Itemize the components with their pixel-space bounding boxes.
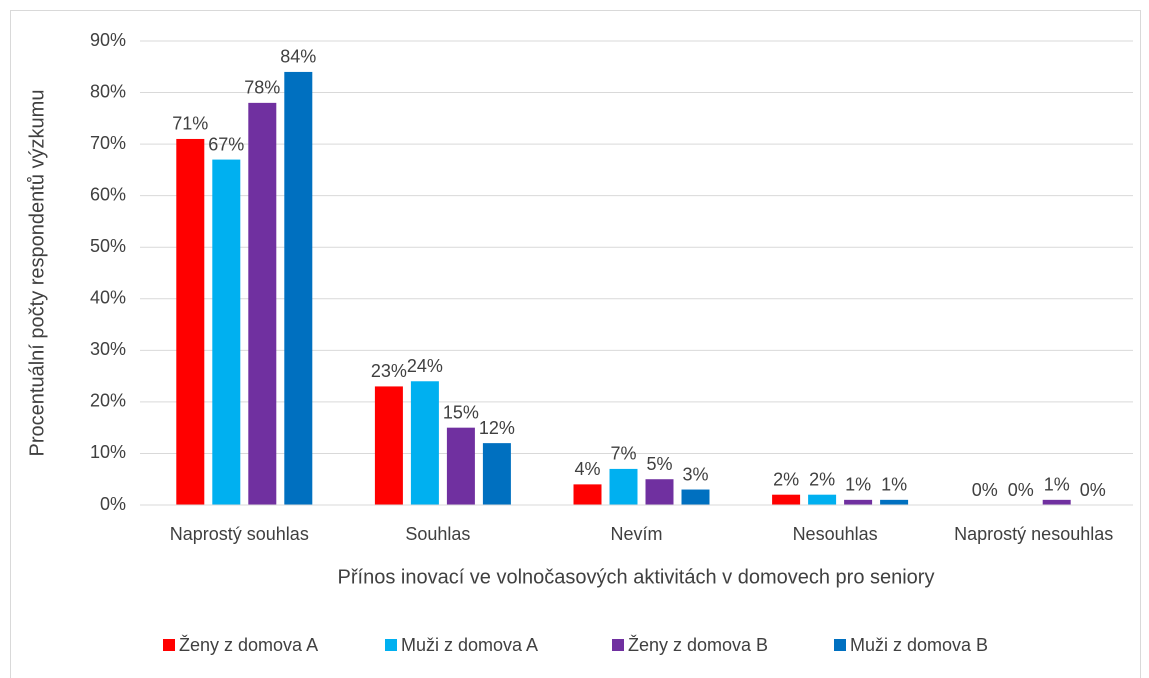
data-label: 5% — [646, 454, 672, 474]
legend-swatch — [834, 639, 846, 651]
legend-swatch — [385, 639, 397, 651]
y-tick-label: 60% — [90, 184, 126, 204]
data-label: 2% — [809, 469, 835, 489]
y-axis-title: Procentuální počty respondentů výzkumu — [26, 90, 48, 457]
legend-label: Ženy z domova A — [179, 635, 318, 655]
bar — [176, 138, 205, 505]
data-label: 84% — [280, 47, 316, 67]
bar — [374, 386, 403, 505]
data-label: 0% — [1008, 480, 1034, 500]
bar — [808, 494, 837, 505]
bar — [681, 489, 710, 505]
x-tick-label: Naprostý souhlas — [170, 524, 309, 544]
legend-swatch — [163, 639, 175, 651]
y-tick-label: 20% — [90, 391, 126, 411]
x-tick-label: Nevím — [610, 524, 662, 544]
bar — [284, 71, 313, 505]
legend-label: Muži z domova A — [401, 635, 538, 655]
data-label: 4% — [574, 459, 600, 479]
data-label: 12% — [479, 418, 515, 438]
x-tick-label: Souhlas — [405, 524, 470, 544]
data-label: 71% — [172, 114, 208, 134]
bar — [609, 468, 638, 505]
data-label: 1% — [1044, 475, 1070, 495]
data-label: 23% — [371, 361, 407, 381]
data-label: 15% — [443, 402, 479, 422]
data-label: 3% — [682, 464, 708, 484]
y-tick-label: 30% — [90, 339, 126, 359]
data-label: 67% — [208, 134, 244, 154]
data-label: 0% — [1080, 480, 1106, 500]
data-label: 1% — [881, 475, 907, 495]
bar — [410, 381, 439, 505]
data-label: 78% — [244, 78, 280, 98]
bar — [248, 102, 277, 505]
y-tick-label: 10% — [90, 442, 126, 462]
chart-frame — [10, 10, 1141, 678]
data-label: 7% — [610, 444, 636, 464]
bar — [446, 427, 475, 505]
legend-label: Muži z domova B — [850, 635, 988, 655]
y-tick-label: 0% — [100, 494, 126, 514]
y-tick-label: 70% — [90, 133, 126, 153]
data-label: 2% — [773, 469, 799, 489]
data-label: 24% — [407, 356, 443, 376]
x-tick-label: Nesouhlas — [793, 524, 878, 544]
legend-swatch — [612, 639, 624, 651]
bar — [482, 443, 511, 505]
bar — [844, 499, 873, 505]
data-label: 0% — [972, 480, 998, 500]
y-tick-label: 80% — [90, 81, 126, 101]
bar — [212, 159, 241, 506]
x-tick-label: Naprostý nesouhlas — [954, 524, 1113, 544]
bar — [573, 484, 602, 505]
bar — [1042, 499, 1071, 505]
bar — [880, 499, 909, 505]
legend-label: Ženy z domova B — [628, 635, 768, 655]
bar — [645, 479, 674, 505]
data-label: 1% — [845, 475, 871, 495]
x-axis-title: Přínos inovací ve volnočasových aktivitá… — [338, 566, 935, 588]
y-tick-label: 90% — [90, 30, 126, 50]
y-tick-label: 40% — [90, 288, 126, 308]
bar — [772, 494, 801, 505]
y-tick-label: 50% — [90, 236, 126, 256]
